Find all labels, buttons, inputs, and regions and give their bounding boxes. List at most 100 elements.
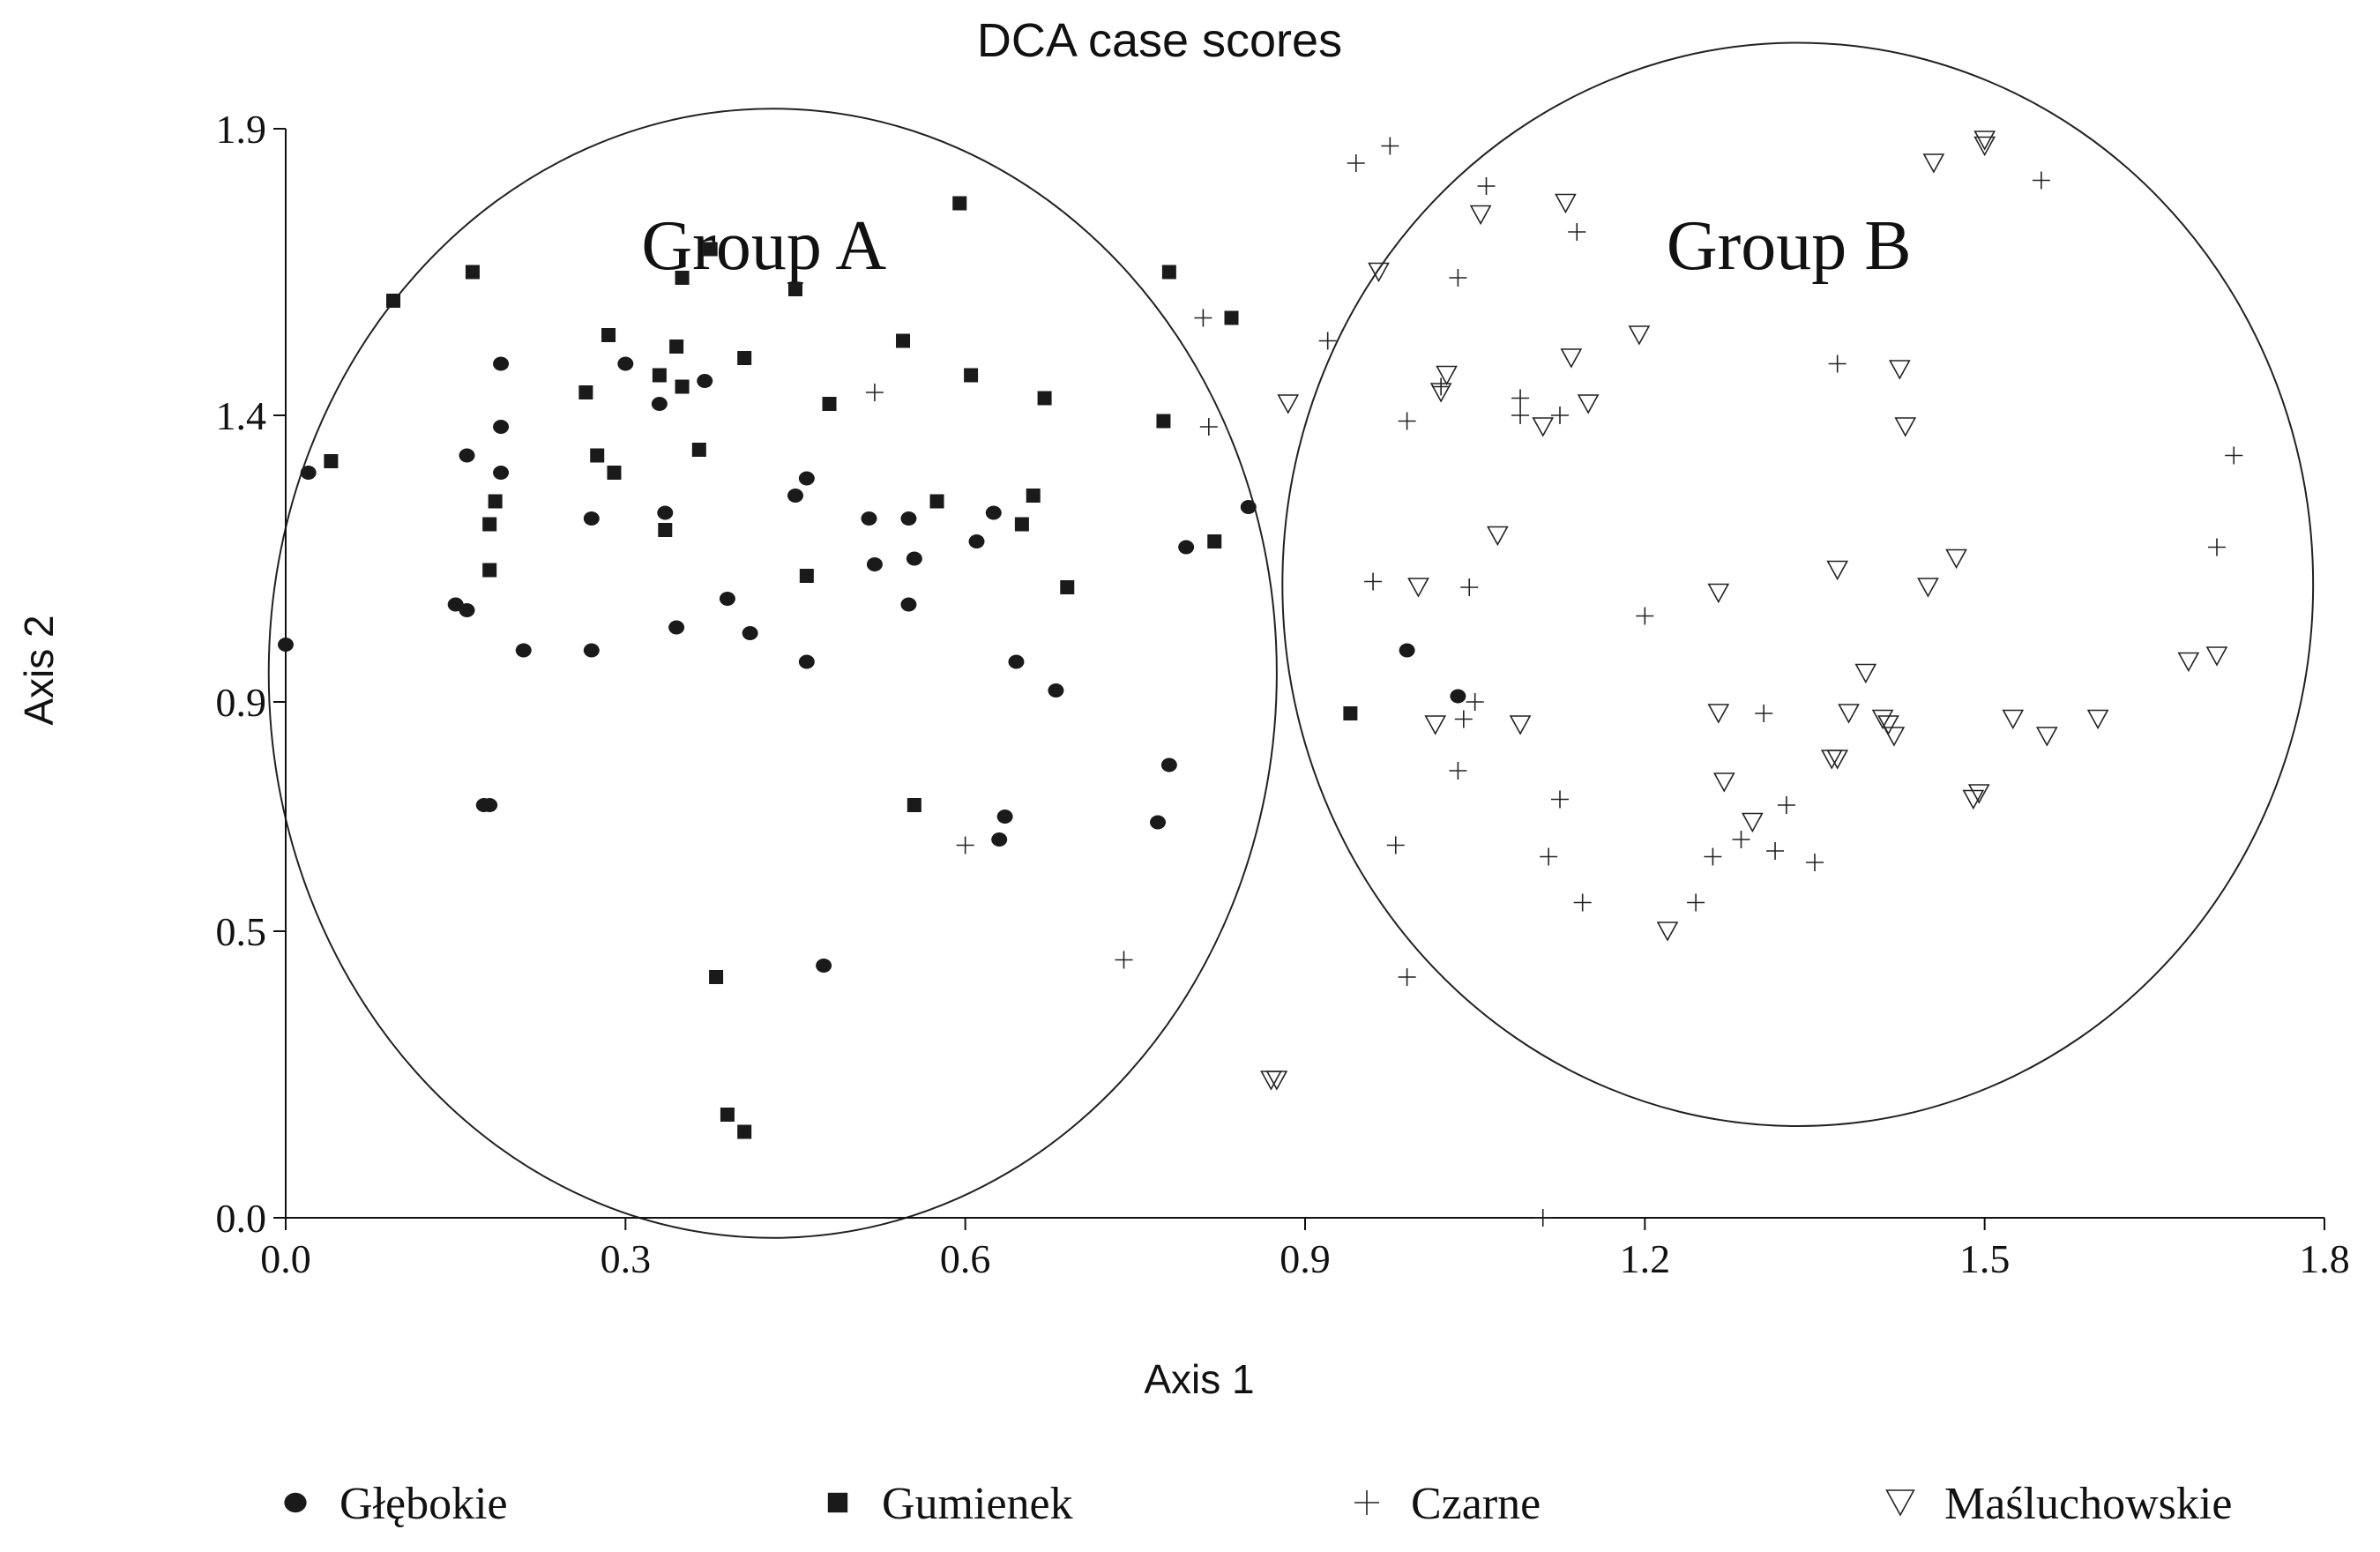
data-point-circle xyxy=(459,603,475,617)
x-axis-label: Axis 1 xyxy=(1144,1356,1254,1402)
group-ellipses xyxy=(267,41,2315,1239)
data-point-circle xyxy=(900,511,917,526)
data-point-plus xyxy=(1533,1209,1552,1227)
data-point-plus xyxy=(1386,836,1405,854)
data-point-triangle-down xyxy=(1838,704,1860,724)
data-point-circle xyxy=(651,397,668,411)
data-point-circle xyxy=(481,798,498,812)
data-point-plus xyxy=(1449,762,1467,780)
axes xyxy=(285,129,2324,1219)
data-point-plus xyxy=(1732,831,1750,848)
chart-title: DCA case scores xyxy=(977,14,1342,67)
data-point-triangle-down xyxy=(1656,922,1679,942)
data-point-circle xyxy=(719,592,735,606)
legend-item: Głębokie xyxy=(284,1479,508,1529)
data-point-plus xyxy=(1454,710,1473,728)
data-point-triangle-down xyxy=(1854,663,1877,684)
group-ellipse-a xyxy=(267,108,1278,1239)
data-point-plus xyxy=(1398,412,1416,430)
data-point-triangle-down xyxy=(1712,772,1735,793)
data-point-triangle-down xyxy=(1826,750,1849,770)
y-ticks: 0.0 0.5 0.9 1.4 1.9 xyxy=(216,107,286,1241)
data-point-circle xyxy=(991,832,1008,847)
data-point-circle xyxy=(816,959,832,973)
data-point-circle xyxy=(697,374,713,388)
data-point-square xyxy=(488,494,503,509)
data-point-plus xyxy=(1199,418,1218,436)
data-point-triangle-down xyxy=(2002,709,2025,730)
data-point-plus xyxy=(1194,309,1212,327)
group-label-b: Group B xyxy=(1667,207,1912,285)
data-point-triangle-down xyxy=(1265,1071,1288,1091)
data-point-plus xyxy=(1511,407,1530,424)
legend-item: Maśluchowskie xyxy=(1885,1479,2232,1529)
data-point-square xyxy=(578,385,593,399)
legend-marker-circle xyxy=(284,1492,307,1513)
group-ellipse-b xyxy=(1281,41,2315,1127)
data-point-triangle-down xyxy=(1917,578,1939,598)
data-point-square xyxy=(1343,706,1358,720)
data-point-triangle-down xyxy=(1967,784,1990,804)
legend-label: Maśluchowskie xyxy=(1944,1479,2232,1529)
data-point-plus xyxy=(1766,842,1785,860)
legend-marker-plus xyxy=(1354,1490,1379,1515)
data-point-triangle-down xyxy=(1888,360,1911,380)
data-point-circle xyxy=(996,810,1013,824)
data-point-circle xyxy=(583,643,600,658)
data-point-square xyxy=(822,397,837,411)
data-point-plus xyxy=(1636,607,1654,625)
data-point-square xyxy=(652,368,667,383)
data-point-square xyxy=(720,1108,735,1122)
data-point-square xyxy=(799,569,814,583)
y-tick-label: 1.9 xyxy=(216,107,267,152)
data-point-triangle-down xyxy=(1407,578,1429,598)
data-point-plus xyxy=(1806,854,1824,871)
data-point-triangle-down xyxy=(1962,789,1985,810)
data-point-circle xyxy=(1008,654,1025,669)
data-point-circle xyxy=(798,654,815,669)
y-axis-label: Axis 2 xyxy=(16,615,62,725)
data-point-square xyxy=(482,563,497,578)
data-point-square xyxy=(1156,414,1171,429)
data-point-plus xyxy=(956,836,974,854)
data-point-square xyxy=(788,282,802,296)
data-point-plus xyxy=(1568,223,1586,241)
data-point-square xyxy=(675,271,690,285)
legend-marker-triangle-down xyxy=(1885,1489,1915,1517)
data-point-square xyxy=(906,798,921,812)
x-tick-label: 0.6 xyxy=(940,1236,991,1281)
data-point-square xyxy=(964,368,979,383)
data-point-square xyxy=(482,517,497,532)
data-point-square xyxy=(658,523,673,537)
series-ma-luchowskie xyxy=(1260,131,2228,1091)
data-point-plus xyxy=(1318,332,1337,350)
data-point-plus xyxy=(1551,407,1569,424)
data-point-square xyxy=(709,970,724,984)
data-point-circle xyxy=(1150,815,1167,830)
data-point-square xyxy=(590,448,605,463)
data-point-circle xyxy=(1178,540,1195,555)
data-point-circle xyxy=(866,557,883,571)
y-tick-label: 1.4 xyxy=(216,393,267,438)
data-point-square xyxy=(601,328,616,342)
data-point-circle xyxy=(583,511,600,526)
x-tick-label: 1.8 xyxy=(2299,1236,2350,1281)
data-point-plus xyxy=(1511,389,1530,407)
data-point-triangle-down xyxy=(1707,583,1730,604)
data-point-circle xyxy=(278,638,294,652)
data-point-plus xyxy=(1460,578,1479,596)
data-point-circle xyxy=(617,356,634,371)
data-point-triangle-down xyxy=(1368,262,1390,283)
data-point-triangle-down xyxy=(1871,709,1894,730)
data-point-triangle-down xyxy=(1973,131,1996,151)
x-tick-label: 0.3 xyxy=(601,1236,652,1281)
legend-marker-square xyxy=(827,1492,848,1513)
data-point-square xyxy=(737,351,752,365)
data-point-plus xyxy=(1466,693,1484,711)
data-point-square xyxy=(1026,489,1041,503)
data-point-circle xyxy=(459,448,475,463)
data-point-plus xyxy=(1381,137,1399,155)
data-point-triangle-down xyxy=(2205,646,2228,667)
data-point-circle xyxy=(493,356,510,371)
